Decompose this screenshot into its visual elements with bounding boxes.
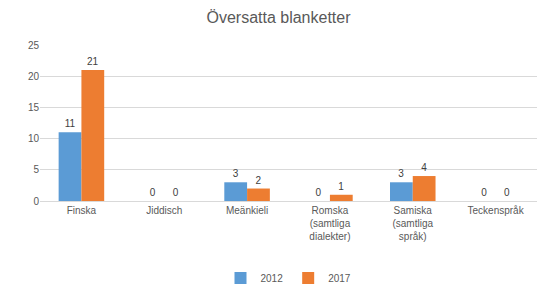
svg-text:10: 10 xyxy=(28,133,40,144)
svg-text:25: 25 xyxy=(28,40,40,51)
svg-text:0: 0 xyxy=(173,187,179,198)
svg-text:2017: 2017 xyxy=(328,273,351,284)
svg-text:4: 4 xyxy=(421,162,427,173)
svg-text:1: 1 xyxy=(338,181,344,192)
svg-text:5: 5 xyxy=(33,164,39,175)
svg-text:Samiska(samtligaspråk): Samiska(samtligaspråk) xyxy=(392,205,433,242)
svg-text:Finska: Finska xyxy=(67,205,97,216)
svg-text:Jiddisch: Jiddisch xyxy=(146,205,182,216)
svg-text:0: 0 xyxy=(150,187,156,198)
svg-text:3: 3 xyxy=(233,168,239,179)
svg-text:2: 2 xyxy=(255,175,261,186)
svg-text:3: 3 xyxy=(398,168,404,179)
svg-text:15: 15 xyxy=(28,102,40,113)
svg-text:2012: 2012 xyxy=(261,273,284,284)
svg-text:0: 0 xyxy=(33,196,39,207)
svg-text:0: 0 xyxy=(504,187,510,198)
svg-text:21: 21 xyxy=(87,56,99,67)
svg-text:Teckenspråk: Teckenspråk xyxy=(468,205,525,216)
svg-text:0: 0 xyxy=(481,187,487,198)
svg-text:Översatta blanketter: Översatta blanketter xyxy=(206,9,351,26)
svg-text:Romska(samtligadialekter): Romska(samtligadialekter) xyxy=(309,205,350,242)
svg-text:20: 20 xyxy=(28,71,40,82)
svg-text:0: 0 xyxy=(316,187,322,198)
svg-text:Meänkieli: Meänkieli xyxy=(226,205,268,216)
svg-text:11: 11 xyxy=(65,118,76,129)
